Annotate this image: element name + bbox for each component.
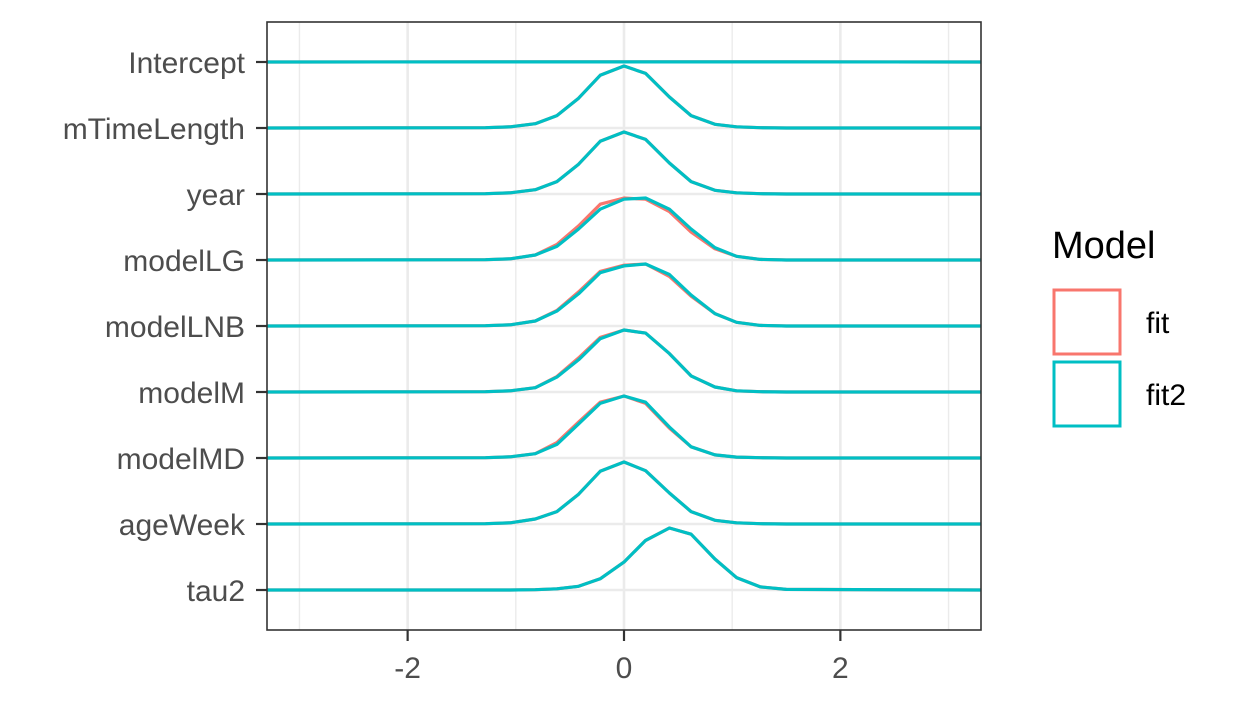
y-tick-label: mTimeLength <box>63 113 245 146</box>
ridge-fit2-ageWeek <box>266 460 981 526</box>
legend-key-fit2 <box>1052 360 1122 428</box>
ridge-fit2-modelM <box>266 328 981 394</box>
x-axis: -2 0 2 <box>394 630 849 685</box>
y-tick-label: modelMD <box>117 443 245 476</box>
y-tick-label: year <box>187 179 245 212</box>
x-tick-label: -2 <box>394 652 421 685</box>
y-tick-label: tau2 <box>187 575 245 608</box>
ridge-fit2-modelLNB <box>266 262 981 328</box>
ridge-fit2-mTimeLength <box>266 64 981 130</box>
x-tick-label: 0 <box>616 652 633 685</box>
y-tick-label: modelM <box>138 377 245 410</box>
legend-label-fit2: fit2 <box>1146 379 1186 412</box>
y-axis: Intercept mTimeLength year modelLG modelLNB m… <box>63 47 267 608</box>
ridge-fit2-modelMD <box>266 394 981 460</box>
y-tick-label: modelLNB <box>105 311 245 344</box>
ridge-fit2-year <box>266 130 981 196</box>
density-ridges <box>266 60 982 592</box>
y-tick-label: Intercept <box>128 47 245 80</box>
legend-key-fit <box>1052 288 1122 356</box>
ridge-fit2-modelLG <box>266 196 981 262</box>
x-tick-label: 2 <box>832 652 849 685</box>
y-tick-label: ageWeek <box>119 509 246 542</box>
ridge-fit2-tau2 <box>267 526 982 592</box>
legend: Model fit fit2 <box>1052 225 1186 428</box>
y-tick-label: modelLG <box>123 245 245 278</box>
legend-title: Model <box>1052 225 1156 267</box>
legend-label-fit: fit <box>1146 307 1170 340</box>
